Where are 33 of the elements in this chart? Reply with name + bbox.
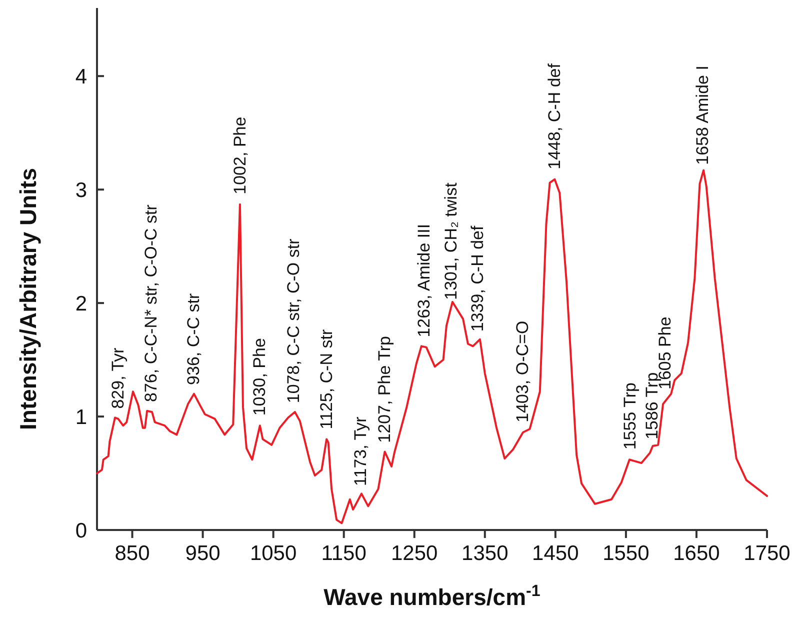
annotation: 1207, Phe Trp bbox=[374, 336, 394, 443]
y-tick-label: 4 bbox=[75, 65, 88, 88]
annotation: 1403, O-C=O bbox=[513, 320, 532, 422]
x-tick-label: 1250 bbox=[391, 542, 438, 565]
x-tick-label: 1150 bbox=[321, 542, 366, 565]
y-tick-label: 1 bbox=[75, 406, 87, 429]
x-tick-label: 1050 bbox=[250, 542, 297, 565]
annotation: 1555 Trp bbox=[620, 382, 640, 450]
y-tick-label: 3 bbox=[75, 178, 87, 202]
x-axis-title: Wave numbers/cm$^{-1}$ bbox=[324, 582, 540, 610]
annotation: 1658 Amide I bbox=[693, 66, 712, 165]
annotation: 876, C-C-N* str, C-O-C str bbox=[142, 204, 161, 402]
x-tick-label: 1550 bbox=[602, 542, 650, 565]
annotation: 1002, Phe bbox=[230, 116, 250, 194]
annotation: 1301, CH₂ twist bbox=[441, 182, 460, 300]
annotation: 1125, C-N str bbox=[317, 329, 336, 430]
annotation: 1078, C-C str, C-O str bbox=[284, 238, 304, 404]
annotation: 1448, C-H def bbox=[544, 63, 564, 170]
y-tick-label: 2 bbox=[75, 292, 87, 316]
annotation: 936, C-C str bbox=[184, 292, 203, 385]
x-tick-label: 950 bbox=[185, 542, 220, 565]
annotation: 829, Tyr bbox=[108, 347, 128, 409]
x-tick-label: 1350 bbox=[462, 542, 508, 565]
annotation: 1339, C-H def bbox=[468, 226, 488, 332]
x-tick-label: 850 bbox=[114, 542, 150, 565]
x-tick-label: 1450 bbox=[532, 542, 579, 565]
annotation: 1030, Phe bbox=[250, 338, 270, 416]
annotation: 1173, Tyr bbox=[351, 416, 370, 486]
x-tick-label: 1650 bbox=[673, 542, 720, 565]
annotation: 1263, Amide III bbox=[414, 224, 434, 338]
x-tick-label: 1750 bbox=[744, 542, 790, 565]
y-tick-label: 0 bbox=[75, 519, 87, 542]
y-axis-title: Intensity/Arbitrary Units bbox=[15, 168, 41, 430]
